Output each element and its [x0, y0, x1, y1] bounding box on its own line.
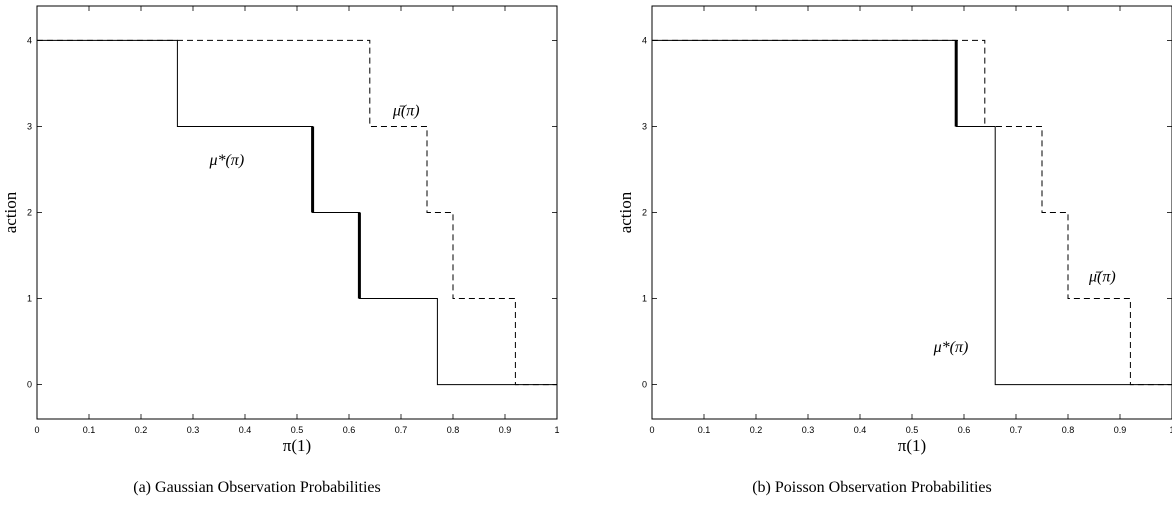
series-line-mu-bar	[37, 39, 557, 386]
annotation-mu-bar: μ̄(π)	[392, 102, 420, 119]
y-tick-label: 2	[642, 208, 647, 218]
x-tick-label: 0.4	[854, 425, 867, 435]
series-line-mu-bar	[652, 39, 1172, 386]
x-tick-label: 1	[554, 425, 559, 435]
annotation-mu-star: μ*(π)	[933, 339, 969, 356]
chart-panel-a: 0 0.1 0.2 0.3 0.4 0.5 0.6 0.7 0.8 0.9 1 0 1 2 3 4 μ*(π) μ…	[1, 5, 560, 496]
axes-frame	[651, 5, 1172, 420]
x-tick-label: 0.2	[135, 425, 148, 435]
x-tick-label: 0.9	[499, 425, 512, 435]
y-tick-label: 3	[27, 121, 32, 131]
y-tick-label: 3	[642, 121, 647, 131]
x-tick-label: 0	[34, 425, 39, 435]
x-tick-label: 0.1	[83, 425, 96, 435]
figure-caption: (a) Gaussian Observation Probabilities	[133, 479, 381, 496]
series-line-mu-star	[652, 39, 1172, 386]
annotation-mu-star: μ*(π)	[208, 152, 244, 169]
x-tick-label: 0.5	[291, 425, 304, 435]
x-tick-label: 0	[649, 425, 654, 435]
y-tick-label: 4	[642, 35, 647, 45]
y-tick-label: 0	[642, 380, 647, 390]
y-axis-label: action	[1, 191, 20, 233]
x-tick-label: 0.3	[187, 425, 200, 435]
y-axis-label: action	[616, 191, 635, 233]
x-tick-label: 1	[1169, 425, 1172, 435]
annotation-mu-bar: μ̄(π)	[1088, 268, 1116, 285]
x-tick-label: 0.1	[698, 425, 711, 435]
y-tick-label: 2	[27, 208, 32, 218]
series-line-mu-star	[37, 39, 557, 386]
y-tick-label: 1	[27, 294, 32, 304]
y-tick-label: 0	[27, 380, 32, 390]
x-tick-label: 0.6	[958, 425, 971, 435]
axes-frame	[36, 5, 558, 420]
x-tick-label: 0.2	[750, 425, 763, 435]
x-tick-label: 0.7	[395, 425, 408, 435]
y-tick-label: 4	[27, 35, 32, 45]
x-tick-label: 0.3	[802, 425, 815, 435]
chart-panel-b: 0 0.1 0.2 0.3 0.4 0.5 0.6 0.7 0.8 0.9 1 0 1 2 3 4 μ*(π) μ…	[616, 5, 1172, 496]
x-axis-label: π(1)	[283, 436, 311, 455]
x-tick-label: 0.5	[906, 425, 919, 435]
x-tick-label: 0.6	[343, 425, 356, 435]
x-tick-label: 0.7	[1010, 425, 1023, 435]
figure-caption: (b) Poisson Observation Probabilities	[752, 479, 992, 496]
x-axis-label: π(1)	[898, 436, 926, 455]
x-tick-label: 0.4	[239, 425, 252, 435]
x-tick-label: 0.8	[447, 425, 460, 435]
y-tick-label: 1	[642, 294, 647, 304]
x-tick-label: 0.8	[1062, 425, 1075, 435]
x-tick-label: 0.9	[1114, 425, 1127, 435]
